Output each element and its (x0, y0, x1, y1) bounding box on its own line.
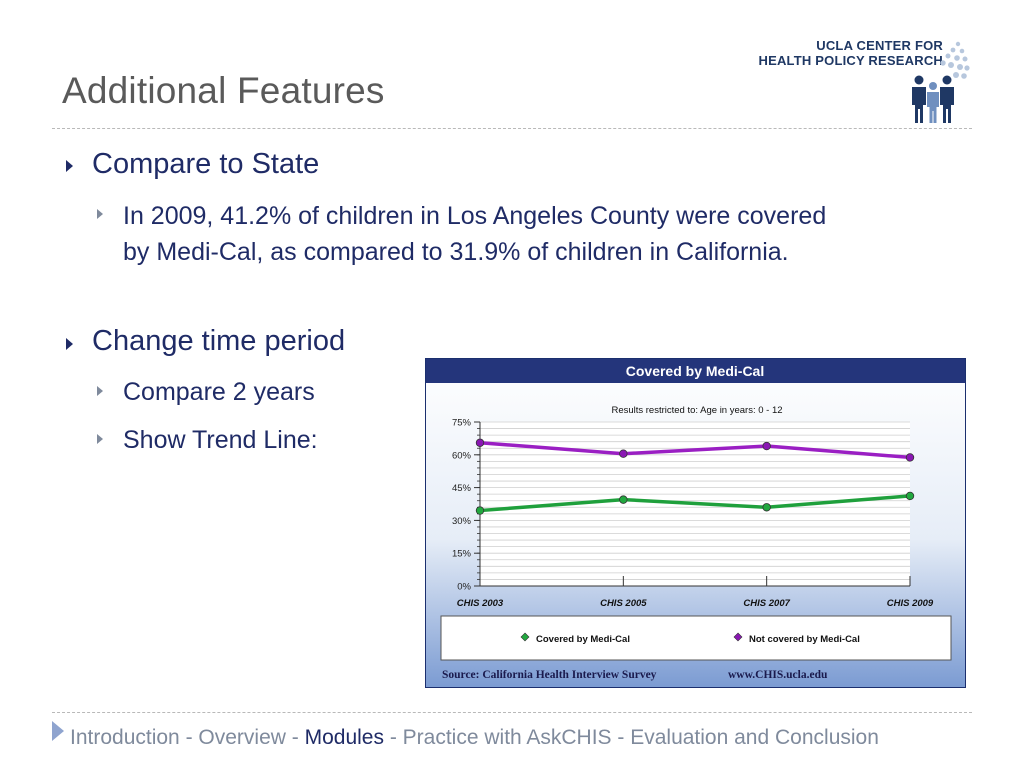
data-point (905, 491, 915, 501)
footer-nav: Introduction - Overview - Modules - Prac… (70, 726, 879, 750)
sub-bullet-2009-line-1: In 2009, 41.2% of children in Los Angele… (123, 202, 827, 230)
data-point (475, 506, 485, 515)
x-tick-label: CHIS 2007 (743, 598, 790, 609)
logo-line-1: UCLA CENTER FOR (816, 38, 943, 53)
y-tick-label: 45% (452, 483, 472, 494)
sub-bullet-arrow-icon (97, 434, 103, 444)
legend-marker-0 (520, 632, 530, 642)
x-tick-label: CHIS 2005 (600, 598, 647, 609)
y-tick-label: 60% (452, 450, 472, 461)
legend-label-0: Covered by Medi-Cal (536, 634, 630, 645)
footer-introduction[interactable]: Introduction (70, 726, 186, 749)
y-tick-label: 0% (457, 582, 471, 593)
y-tick-label: 30% (452, 516, 472, 527)
bullet-arrow-icon (66, 160, 73, 172)
footer-rest[interactable]: - Practice with AskCHIS - Evaluation and… (389, 726, 879, 749)
data-point (762, 441, 771, 451)
people-icon (912, 41, 970, 123)
bullet-change-time-period: Change time period (92, 325, 346, 357)
series-line-0 (479, 494, 911, 513)
chart-subtitle: Results restricted to: Age in years: 0 -… (611, 405, 782, 416)
chart-source: Source: California Health Interview Surv… (442, 669, 657, 681)
sub-bullet-show-trend-line: Show Trend Line: (123, 426, 318, 454)
chart-title-bar (426, 359, 965, 383)
chart-url: www.CHIS.ucla.edu (728, 669, 828, 681)
data-point (475, 438, 485, 447)
chart-title: Covered by Medi-Cal (626, 363, 764, 379)
title-divider (52, 128, 972, 129)
ucla-logo: UCLA CENTER FOR HEALTH POLICY RESEARCH (745, 36, 975, 126)
sub-bullet-compare-2-years: Compare 2 years (123, 378, 315, 406)
data-point (762, 503, 771, 512)
sub-bullet-arrow-icon (97, 386, 103, 396)
data-point (619, 495, 628, 504)
data-point (905, 453, 915, 462)
y-tick-label: 15% (452, 549, 472, 560)
legend-marker-1 (733, 632, 743, 642)
sub-bullet-2009-line-2: by Medi-Cal, as compared to 31.9% of chi… (123, 238, 789, 266)
legend-label-1: Not covered by Medi-Cal (749, 634, 860, 645)
data-point (619, 449, 628, 458)
logo-line-2: HEALTH POLICY RESEARCH (758, 53, 943, 68)
x-tick-label: CHIS 2003 (457, 598, 504, 609)
bullet-arrow-icon (66, 338, 73, 350)
bullet-compare-to-state: Compare to State (92, 148, 320, 180)
chart-legend (440, 615, 952, 661)
footer-modules[interactable]: Modules (304, 726, 384, 749)
footer-triangle-icon (52, 721, 64, 741)
plot-area: 0% 15% 30% 45% 60% 75% CHIS 2003 CHIS 2005 CHIS … (452, 418, 934, 610)
page-title: Additional Features (62, 70, 385, 111)
x-tick-label: CHIS 2009 (887, 598, 934, 609)
medi-cal-chart: Covered by Medi-Cal Results restricted t… (425, 358, 966, 688)
series-line-1 (479, 441, 911, 460)
sub-bullet-arrow-icon (97, 209, 103, 219)
y-tick-label: 75% (452, 418, 472, 429)
legend-items: Covered by Medi-Cal Not covered by Medi-C… (520, 632, 860, 645)
footer-divider (52, 712, 972, 713)
footer-overview[interactable]: - Overview - (185, 726, 299, 749)
